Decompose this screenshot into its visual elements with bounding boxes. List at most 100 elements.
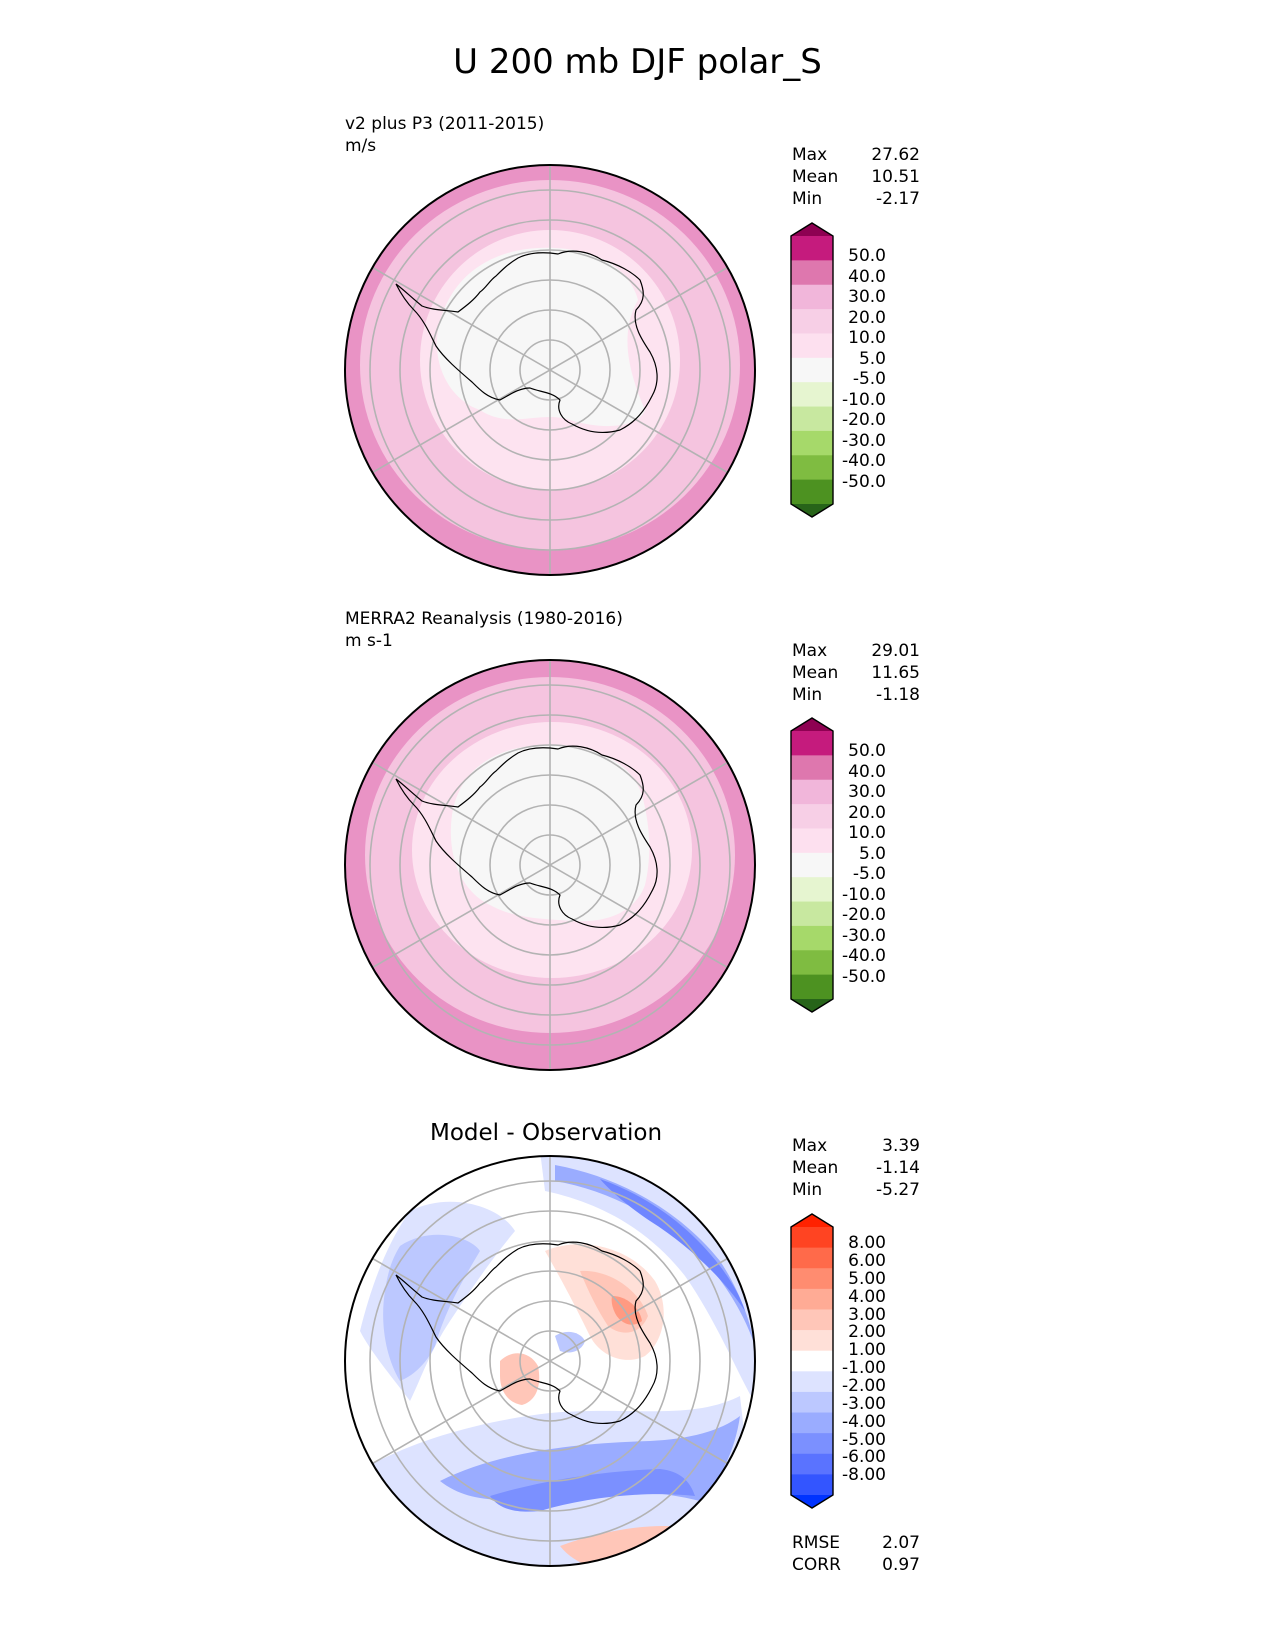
stat-row: Mean 11.65 [792,662,920,684]
obs-units: m s-1 [345,631,393,651]
colorbar-segment [791,974,833,1000]
stat-label: Min [792,1180,823,1200]
diff-metrics: RMSE 2.07 CORR 0.97 [792,1532,920,1576]
colorbar-tick-label: -40.0 [842,451,886,471]
colorbar-segment [791,1391,833,1414]
obs-colorbar-labels: 50.0 40.0 30.0 20.0 10.0 5.0 -5.0 -10.0 … [836,717,886,1013]
model-title: v2 plus P3 (2011-2015) [345,114,545,134]
diff-map [344,1155,756,1567]
colorbar-segments [791,1214,833,1508]
stat-label: Max [792,145,828,165]
diff-colorbar [790,1213,834,1509]
colorbar-tick-label: -10.0 [842,389,886,410]
colorbar-segment [791,236,833,261]
stat-value: -5.27 [876,1180,920,1200]
colorbar-segment [791,430,833,456]
stat-value: 10.51 [871,167,920,187]
stat-label: Max [792,641,828,661]
map-border [344,164,756,576]
stat-row: Min -1.18 [792,684,920,706]
colorbar-tick-label: -50.0 [842,966,886,987]
stat-value: 3.39 [882,1136,920,1156]
stat-label: Mean [792,663,839,683]
colorbar-tick-label: -6.00 [842,1447,886,1468]
colorbar-tick-label: -20.0 [842,410,886,430]
colorbar-segment [791,950,833,976]
diff-title: Model - Observation [430,1120,663,1146]
model-units: m/s [345,136,377,156]
stat-label: Max [792,1136,828,1156]
model-stats: Max 27.62 Mean 10.51 Min -2.17 [792,144,920,210]
colorbar-tick-label: 4.00 [848,1286,886,1307]
colorbar-segment [791,877,833,903]
metric-row: CORR 0.97 [792,1554,920,1576]
colorbar-segment [791,1268,833,1290]
obs-stats: Max 29.01 Mean 11.65 Min -1.18 [792,640,920,706]
stat-row: Max 3.39 [792,1135,920,1157]
colorbar-segment [791,1453,833,1475]
colorbar-extend-bottom [791,999,833,1012]
colorbar-tick-label: 2.00 [848,1322,886,1343]
colorbar-segment [791,333,833,359]
colorbar-tick-label: -20.0 [842,905,886,925]
colorbar-tick-label: 1.00 [848,1340,886,1361]
colorbar-tick-label: -5.00 [842,1429,886,1450]
model-graticule [369,165,731,575]
map-border [344,659,756,1071]
colorbar-tick-label: 6.00 [848,1250,886,1271]
colorbar-segments [791,718,833,1012]
antarctica-coastline [395,250,658,434]
colorbar-outline [790,1213,834,1509]
stat-value: -1.14 [876,1158,920,1178]
colorbar-segment [791,1412,833,1434]
stat-row: Mean -1.14 [792,1157,920,1179]
colorbar-tick-label: -50.0 [842,471,886,492]
stat-row: Max 27.62 [792,144,920,166]
model-colorbar [790,222,834,518]
colorbar-segment [791,1330,833,1352]
colorbar-tick-label: 20.0 [848,307,886,328]
figure-title: U 200 mb DJF polar_S [453,42,822,82]
stat-label: Min [792,685,823,705]
colorbar-segment [791,755,833,781]
diff-graticule [369,1156,731,1566]
metric-value: 2.07 [882,1533,920,1553]
model-map [344,164,756,576]
stat-label: Mean [792,1158,839,1178]
colorbar-segment [791,479,833,505]
colorbar-segment [791,804,833,829]
colorbar-tick-label: -8.00 [842,1465,886,1486]
model-panel-title: v2 plus P3 (2011-2015) m/s [345,113,544,157]
colorbar-tick-label: -3.00 [842,1393,886,1414]
colorbar-tick-label: -1.00 [842,1358,886,1379]
colorbar-tick-label: -2.00 [842,1375,886,1396]
colorbar-segment [791,779,833,805]
stat-row: Min -2.17 [792,188,920,210]
colorbar-segment [791,1247,833,1269]
field-band [436,247,645,427]
field-band [383,1234,480,1381]
colorbar-tick-label: -30.0 [842,430,886,451]
colorbar-extend-top [791,1214,833,1227]
colorbar-tick-label: 20.0 [848,802,886,823]
colorbar-tick-label: 40.0 [848,761,886,782]
colorbar-segment [791,382,833,408]
colorbar-segment [791,284,833,310]
obs-graticule [369,660,731,1070]
colorbar-segments [791,223,833,517]
colorbar-tick-label: 30.0 [848,287,886,307]
obs-map [344,659,756,1071]
colorbar-segment [791,406,833,432]
diff-colorbar-labels: 8.00 6.00 5.00 4.00 3.00 2.00 1.00 -1.00… [836,1213,886,1509]
antarctica-coastline [395,745,658,929]
colorbar-segment [791,1474,833,1496]
colorbar-extend-bottom [791,504,833,517]
metric-label: RMSE [792,1533,841,1553]
obs-panel-title: MERRA2 Reanalysis (1980-2016) m s-1 [345,608,623,652]
colorbar-tick-label: 3.00 [848,1304,886,1325]
colorbar-tick-label: -40.0 [842,946,886,966]
colorbar-segment [791,828,833,854]
colorbar-segment [791,1350,833,1372]
obs-title: MERRA2 Reanalysis (1980-2016) [345,609,623,629]
colorbar-tick-label: -5.0 [852,369,886,389]
